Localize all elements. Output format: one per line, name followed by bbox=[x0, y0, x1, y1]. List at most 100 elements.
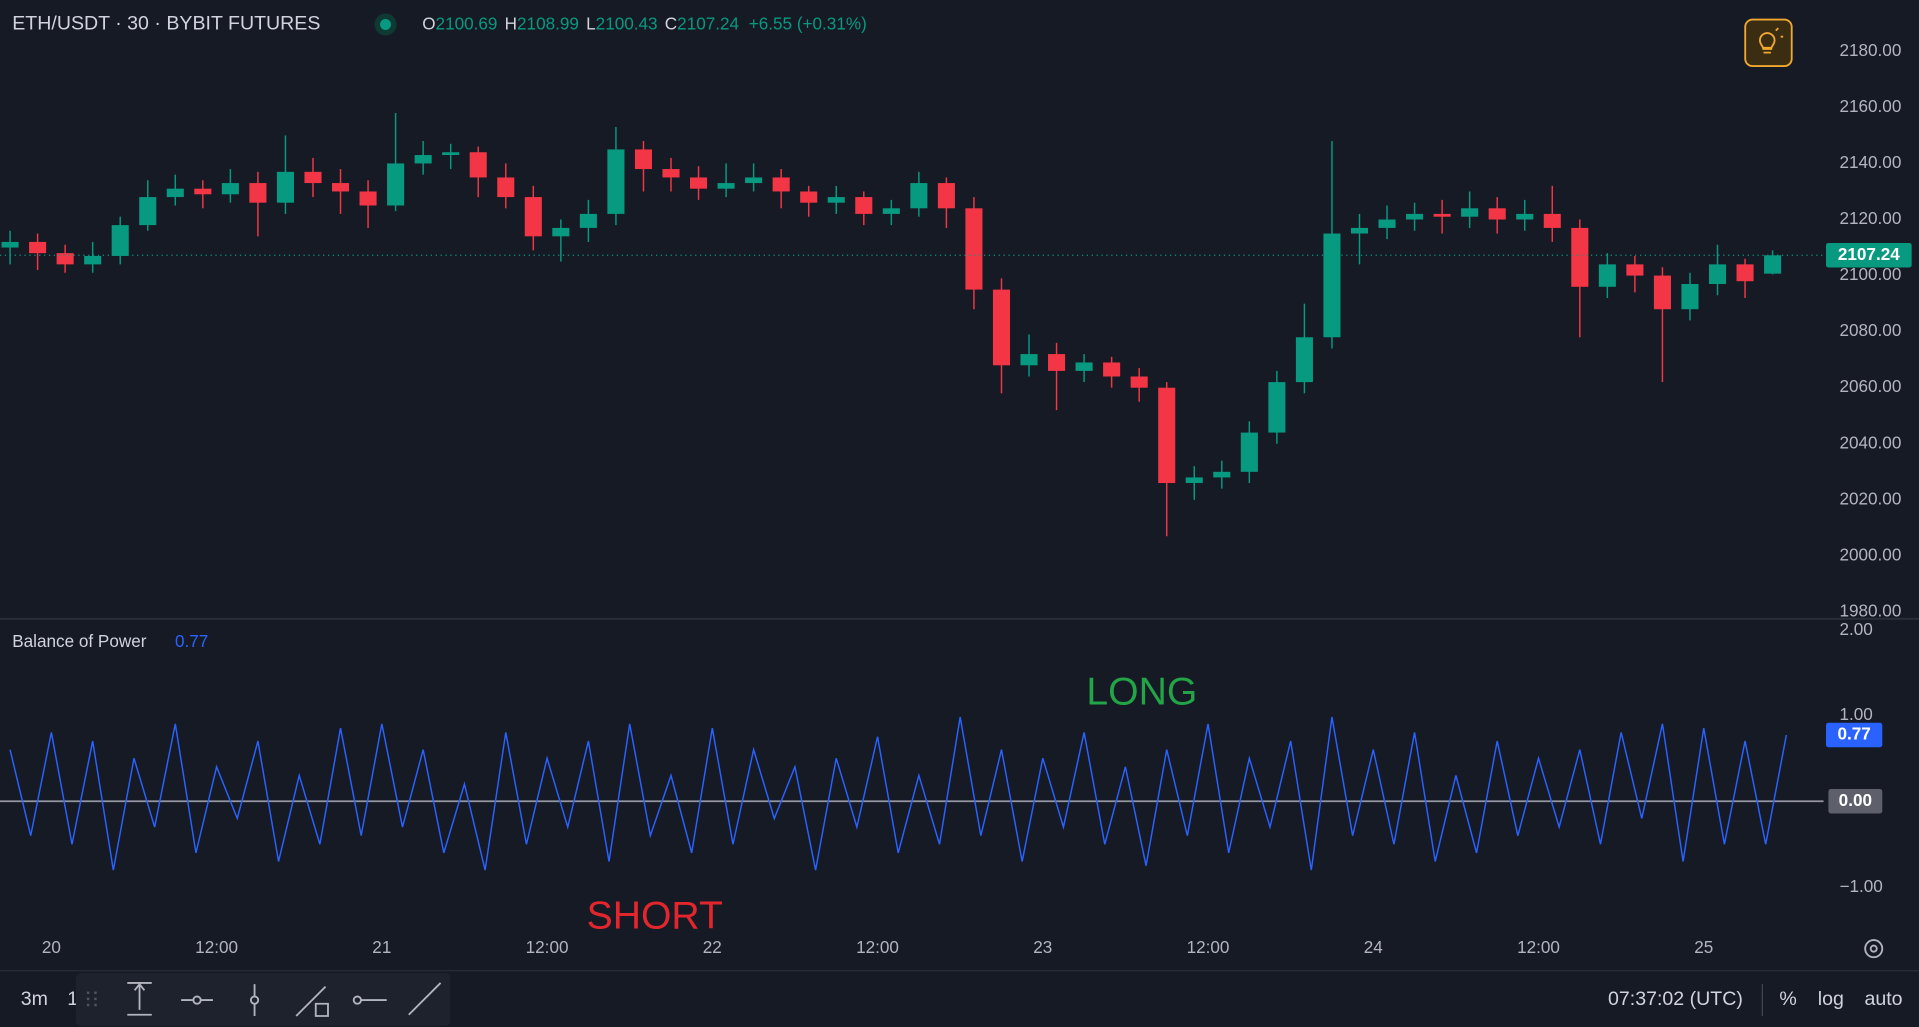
candle-body bbox=[1571, 227, 1589, 287]
candle-body bbox=[1543, 213, 1561, 228]
candle-body bbox=[276, 171, 294, 203]
candle-body bbox=[992, 289, 1011, 366]
candle-body bbox=[634, 149, 653, 170]
y-tick-label: 2160.00 bbox=[1839, 96, 1901, 116]
bottom-toolbar: 3m 1 07:37:02 (UTC) % log auto bbox=[0, 939, 1919, 1026]
candle-body bbox=[1516, 213, 1534, 220]
candle-body bbox=[662, 169, 680, 178]
candle-body bbox=[1213, 471, 1231, 478]
annotation-short: SHORT bbox=[587, 894, 723, 937]
candle-body bbox=[882, 208, 900, 214]
zero-label: 0.00 bbox=[1839, 790, 1872, 810]
clock[interactable]: 07:37:02 (UTC) bbox=[1608, 988, 1743, 1010]
candle-body bbox=[910, 183, 928, 209]
tool-trend[interactable] bbox=[295, 985, 329, 1017]
bop-value-label: 0.77 bbox=[1837, 724, 1870, 744]
candle-body bbox=[1681, 283, 1699, 310]
candle-body bbox=[331, 183, 350, 192]
candle-body bbox=[690, 177, 708, 189]
annotation-long: LONG bbox=[1086, 670, 1197, 713]
x-tick-label: 25 bbox=[1694, 937, 1713, 957]
y-tick-label: 1980.00 bbox=[1839, 601, 1901, 621]
candle-body bbox=[111, 225, 129, 256]
range-button[interactable]: 1 bbox=[67, 988, 78, 1010]
candle-body bbox=[1130, 376, 1148, 388]
bop-line bbox=[9, 716, 1788, 871]
ohlc-value: 2100.43 bbox=[596, 13, 658, 33]
candle-body bbox=[414, 155, 432, 164]
interval-button[interactable]: 3m bbox=[21, 988, 48, 1010]
candle-body bbox=[827, 197, 845, 203]
candle-body bbox=[1708, 264, 1727, 284]
candle-body bbox=[1048, 354, 1066, 371]
candle-body bbox=[29, 241, 47, 254]
candle-body bbox=[387, 163, 405, 206]
candle-body bbox=[1736, 264, 1754, 282]
tool-line[interactable] bbox=[408, 982, 442, 1016]
y-tick-label: 2060.00 bbox=[1839, 376, 1901, 396]
ohlc-label: O bbox=[422, 13, 435, 33]
x-tick-label: 23 bbox=[1033, 937, 1052, 957]
candle-body bbox=[1268, 382, 1286, 433]
candle-body bbox=[1406, 213, 1424, 220]
ohlc-label: H bbox=[505, 13, 517, 33]
candle-body bbox=[1020, 354, 1038, 366]
candle-body bbox=[194, 188, 212, 195]
candle-body bbox=[745, 177, 763, 184]
candle-body bbox=[1488, 208, 1506, 220]
tool-measure[interactable] bbox=[127, 982, 152, 1016]
candle-body bbox=[579, 213, 597, 228]
ohlc-change: +6.55 (+0.31%) bbox=[749, 13, 867, 33]
y-tick-label: 2040.00 bbox=[1839, 432, 1901, 452]
x-tick-label: 21 bbox=[372, 937, 391, 957]
settings-icon bbox=[1869, 944, 1878, 953]
settings-button[interactable] bbox=[1864, 939, 1884, 959]
candle-body bbox=[855, 197, 873, 214]
candle-body bbox=[1158, 387, 1176, 484]
candle-body bbox=[1103, 362, 1121, 377]
candle-body bbox=[965, 208, 983, 290]
y-tick-label: 2000.00 bbox=[1839, 544, 1901, 564]
y-tick-label: 2020.00 bbox=[1839, 488, 1901, 508]
idea-button-frame[interactable] bbox=[1744, 18, 1793, 68]
x-tick-label: 12:00 bbox=[856, 937, 899, 957]
last-price-box bbox=[1825, 243, 1912, 268]
candle-body bbox=[359, 191, 377, 206]
percent-button[interactable]: % bbox=[1779, 988, 1796, 1010]
x-tick-label: 20 bbox=[42, 937, 61, 957]
candle-body bbox=[1626, 264, 1644, 276]
tool-ray-dot bbox=[352, 995, 362, 1005]
x-tick-label: 24 bbox=[1364, 937, 1384, 957]
candle-body bbox=[1075, 362, 1093, 371]
log-button[interactable]: log bbox=[1818, 988, 1844, 1010]
candle-body bbox=[552, 227, 570, 237]
candle-body bbox=[937, 183, 955, 209]
y-tick-label: 2.00 bbox=[1839, 619, 1872, 639]
candle-body bbox=[1350, 227, 1369, 234]
candle-body bbox=[1598, 264, 1616, 287]
candle-body bbox=[139, 197, 157, 226]
candle-body bbox=[469, 152, 487, 178]
tool-vertical-dot bbox=[249, 995, 260, 1005]
labels-layer: 1980.00 2000.00 2020.00 2040.00 2060.00 2080.… bbox=[42, 40, 1912, 957]
tool-horizontal-dot bbox=[192, 995, 202, 1005]
x-tick-label: 12:00 bbox=[1187, 937, 1230, 957]
y-tick-label: −1.00 bbox=[1839, 876, 1882, 896]
idea-icon bbox=[1758, 27, 1784, 54]
ohlc-value: 2100.69 bbox=[436, 13, 498, 33]
idea-button[interactable] bbox=[1744, 18, 1793, 68]
status-dot bbox=[380, 18, 392, 30]
candle-body bbox=[524, 197, 542, 237]
candle-body bbox=[800, 191, 818, 203]
auto-button[interactable]: auto bbox=[1864, 988, 1902, 1010]
candle-body bbox=[497, 177, 515, 198]
symbol[interactable]: ETH/USDT · 30 · BYBIT FUTURES bbox=[12, 13, 320, 35]
candle-body bbox=[304, 171, 322, 184]
drag-handle[interactable] bbox=[86, 991, 97, 1009]
ohlc-legend: O2100.69 H2108.99 L2100.43 C2107.24 +6.5… bbox=[422, 13, 867, 33]
candle-body bbox=[1295, 337, 1313, 383]
candle-body bbox=[249, 183, 267, 203]
candle-body bbox=[84, 255, 102, 265]
bop-value-box bbox=[1825, 722, 1883, 748]
